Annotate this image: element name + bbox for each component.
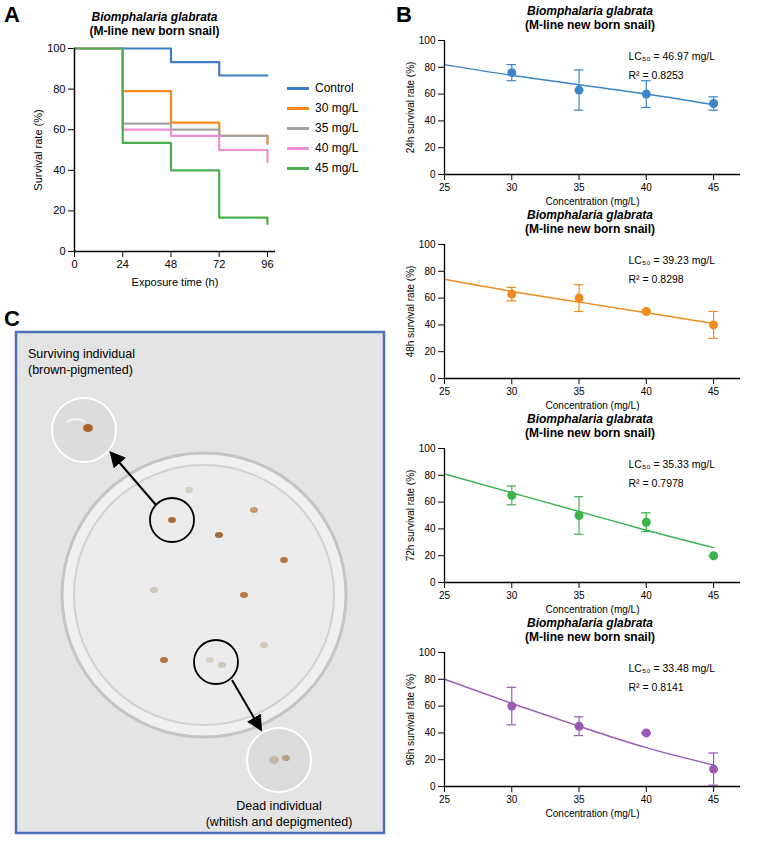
svg-text:30: 30	[506, 590, 518, 601]
svg-text:20: 20	[424, 346, 436, 357]
html-text:Control: Control	[315, 81, 354, 95]
svg-text:20: 20	[424, 142, 436, 153]
html-text:35 mg/L: 35 mg/L	[315, 121, 359, 135]
svg-text:(brown-pigmented): (brown-pigmented)	[28, 363, 133, 377]
svg-text:40: 40	[424, 115, 436, 126]
svg-text:45: 45	[708, 182, 720, 193]
svg-text:45: 45	[708, 590, 720, 601]
svg-text:100: 100	[419, 35, 436, 46]
svg-text:30: 30	[506, 182, 518, 193]
svg-text:45: 45	[708, 386, 720, 397]
svg-text:0: 0	[430, 169, 436, 180]
html-text:Biomphalaria glabrata: Biomphalaria glabrata	[91, 10, 218, 24]
svg-text:20: 20	[53, 204, 65, 216]
html-text:(M-line new born snail): (M-line new born snail)	[525, 630, 655, 644]
svg-text:96: 96	[261, 258, 273, 270]
svg-text:0: 0	[430, 373, 436, 384]
svg-text:0: 0	[430, 577, 436, 588]
svg-text:80: 80	[53, 83, 65, 95]
svg-text:100: 100	[419, 647, 436, 658]
svg-text:72h survival rate (%): 72h survival rate (%)	[405, 470, 416, 562]
svg-text:Concentration (mg/L): Concentration (mg/L)	[546, 604, 640, 615]
svg-text:60: 60	[424, 292, 436, 303]
svg-text:72: 72	[213, 258, 225, 270]
svg-text:48: 48	[165, 258, 177, 270]
svg-text:0: 0	[59, 245, 65, 257]
svg-text:80: 80	[424, 470, 436, 481]
html-text:40 mg/L: 40 mg/L	[315, 141, 359, 155]
svg-text:60: 60	[424, 700, 436, 711]
html-text:(M-line new born snail): (M-line new born snail)	[525, 222, 655, 236]
html-text:B: B	[396, 2, 412, 27]
svg-text:Concentration (mg/L): Concentration (mg/L)	[546, 808, 640, 819]
svg-text:LC₅₀ = 35.33 mg/LR² = 0.7978: LC₅₀ = 35.33 mg/LR² = 0.7978	[629, 458, 716, 489]
svg-text:(whitish and depigmented): (whitish and depigmented)	[206, 815, 353, 829]
svg-text:40: 40	[641, 386, 653, 397]
svg-text:40: 40	[424, 319, 436, 330]
svg-text:40: 40	[53, 164, 65, 176]
html-text:(M-line new born snail): (M-line new born snail)	[89, 24, 220, 38]
svg-text:Concentration (mg/L): Concentration (mg/L)	[546, 400, 640, 411]
svg-text:60: 60	[424, 496, 436, 507]
svg-text:25: 25	[439, 182, 451, 193]
svg-text:25: 25	[439, 590, 451, 601]
svg-text:30: 30	[506, 794, 518, 805]
svg-text:100: 100	[47, 42, 65, 54]
html-text:C: C	[4, 306, 20, 331]
svg-text:48h survival rate (%): 48h survival rate (%)	[405, 266, 416, 358]
svg-text:40: 40	[641, 794, 653, 805]
svg-text:80: 80	[424, 266, 436, 277]
svg-text:80: 80	[424, 62, 436, 73]
html-text:A: A	[4, 2, 20, 27]
svg-text:LC₅₀ = 39.23 mg/LR² = 0.8298: LC₅₀ = 39.23 mg/LR² = 0.8298	[629, 254, 716, 285]
svg-text:0: 0	[430, 781, 436, 792]
svg-text:40: 40	[641, 182, 653, 193]
svg-text:100: 100	[419, 443, 436, 454]
svg-text:LC₅₀ = 46.97 mg/LR² = 0.8253: LC₅₀ = 46.97 mg/LR² = 0.8253	[629, 50, 716, 81]
html-text:Biomphalaria glabrata: Biomphalaria glabrata	[527, 208, 653, 222]
svg-text:25: 25	[439, 794, 451, 805]
svg-text:35: 35	[573, 182, 585, 193]
svg-text:60: 60	[424, 88, 436, 99]
html-text:45 mg/L: 45 mg/L	[315, 161, 359, 175]
svg-text:30: 30	[506, 386, 518, 397]
html-text:Biomphalaria glabrata: Biomphalaria glabrata	[527, 412, 653, 426]
html-text:(M-line new born snail): (M-line new born snail)	[525, 18, 655, 32]
svg-text:0: 0	[71, 258, 77, 270]
svg-text:Exposure time (h): Exposure time (h)	[132, 276, 219, 288]
svg-text:35: 35	[573, 386, 585, 397]
svg-text:25: 25	[439, 386, 451, 397]
html-text:(M-line new born snail): (M-line new born snail)	[525, 426, 655, 440]
svg-text:40: 40	[424, 523, 436, 534]
svg-text:24: 24	[117, 258, 129, 270]
svg-text:20: 20	[424, 550, 436, 561]
svg-text:20: 20	[424, 754, 436, 765]
svg-text:Dead individual: Dead individual	[236, 799, 321, 813]
svg-text:35: 35	[573, 794, 585, 805]
svg-text:60: 60	[53, 123, 65, 135]
svg-text:80: 80	[424, 674, 436, 685]
svg-text:96h survival rate (%): 96h survival rate (%)	[405, 674, 416, 766]
svg-text:Surviving individual: Surviving individual	[28, 347, 135, 361]
html-text:Biomphalaria glabrata: Biomphalaria glabrata	[527, 616, 653, 630]
svg-text:Survival rate (%): Survival rate (%)	[32, 109, 44, 190]
html-text:Biomphalaria glabrata: Biomphalaria glabrata	[527, 4, 653, 18]
svg-text:35: 35	[573, 590, 585, 601]
svg-text:40: 40	[641, 590, 653, 601]
svg-text:45: 45	[708, 794, 720, 805]
svg-text:100: 100	[419, 239, 436, 250]
svg-text:Concentration (mg/L): Concentration (mg/L)	[546, 196, 640, 207]
svg-text:LC₅₀ = 33.48 mg/LR² = 0.8141: LC₅₀ = 33.48 mg/LR² = 0.8141	[629, 662, 716, 693]
svg-text:40: 40	[424, 727, 436, 738]
html-text:30 mg/L: 30 mg/L	[315, 101, 359, 115]
svg-text:24h survival rate (%): 24h survival rate (%)	[405, 62, 416, 154]
